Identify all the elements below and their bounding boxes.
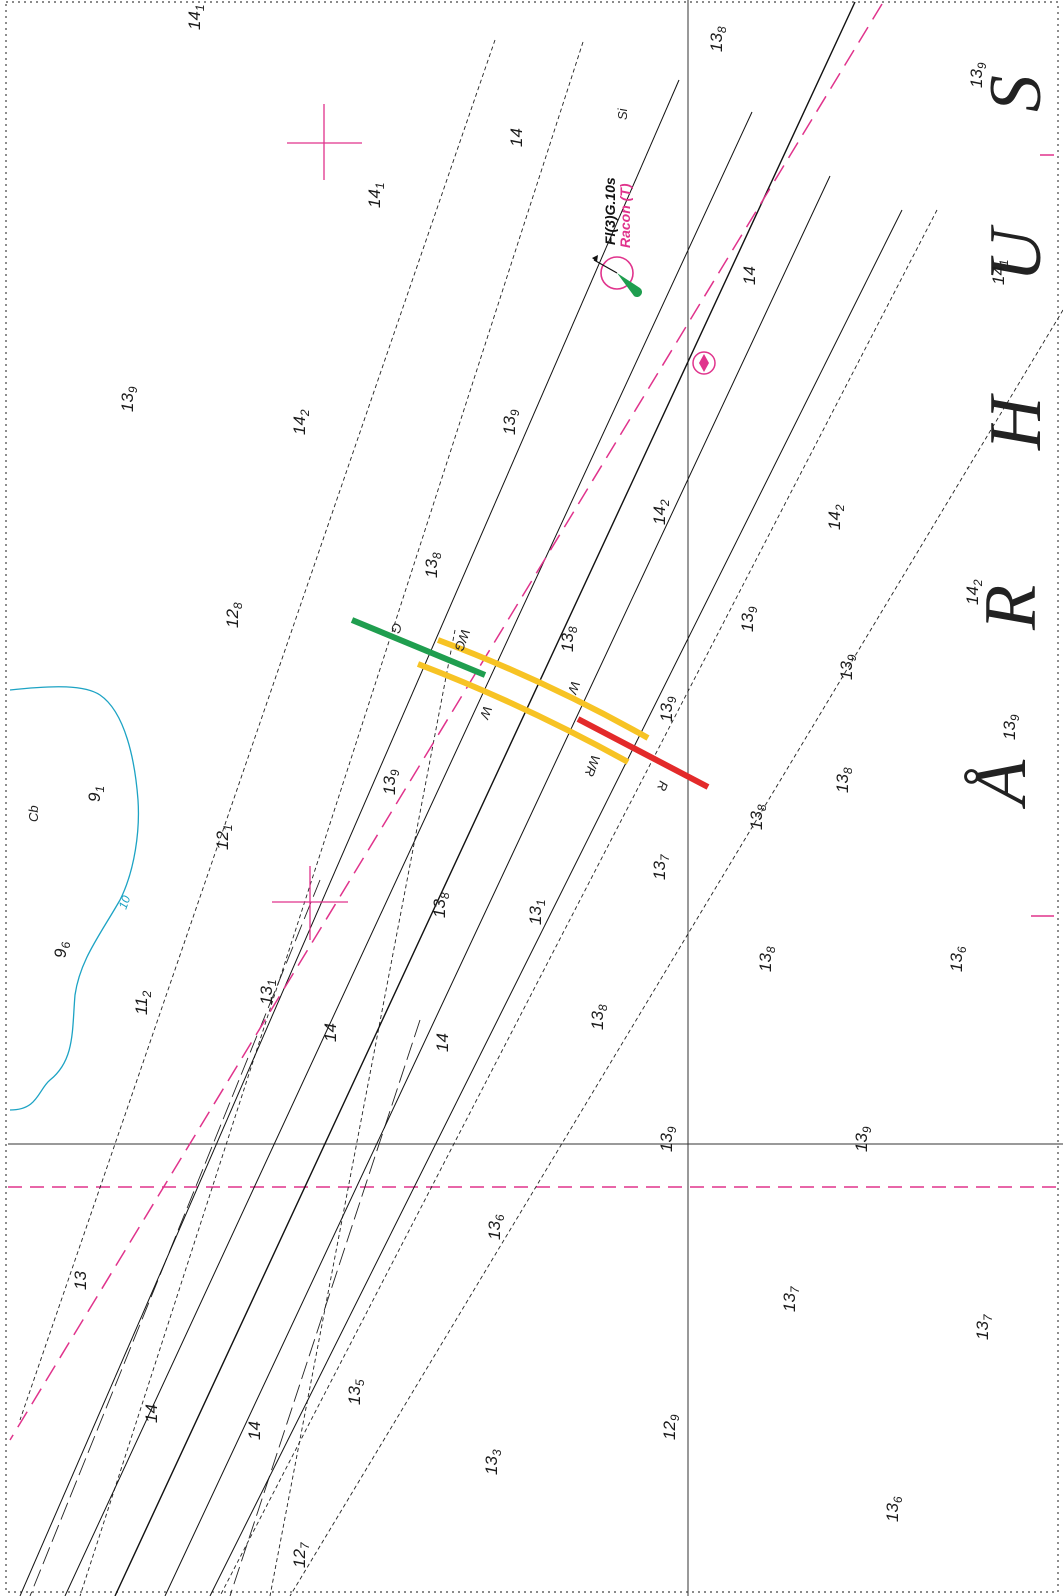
sounding: 141 [185, 4, 207, 30]
solid-contour [64, 111, 753, 1596]
dashed-contour [79, 41, 584, 1596]
sector-label-wr: WR [582, 753, 604, 778]
sounding: 135 [345, 1379, 367, 1405]
long-dash-contour [29, 879, 321, 1596]
magenta-cross-marks [272, 104, 362, 940]
sounding: 142 [963, 579, 985, 605]
sounding: 14 [245, 1421, 264, 1440]
limit-ticks [1031, 154, 1054, 917]
sounding: 137 [780, 1285, 802, 1312]
sounding: 133 [482, 1449, 504, 1475]
sounding: 136 [947, 946, 969, 972]
sounding: 128 [223, 602, 245, 628]
sounding: 139 [852, 1126, 874, 1152]
light-buoy-icon [600, 256, 634, 290]
sounding: 138 [558, 626, 580, 652]
sounding: 138 [588, 1004, 610, 1030]
area-letter: S [975, 75, 1057, 112]
sounding: 139 [1000, 714, 1022, 740]
chart-frame [5, 1, 1059, 1593]
sounding: 139 [657, 1126, 679, 1152]
solid-contour [209, 209, 903, 1596]
contour-label-10: 10 [116, 893, 134, 911]
sounding: 138 [430, 892, 452, 918]
sounding: 138 [422, 552, 444, 578]
seabed-label-cb: Cb [26, 805, 41, 822]
light-sectors [350, 617, 710, 790]
area-letter: Å [960, 759, 1042, 810]
sounding: 138 [747, 804, 769, 830]
light-flare-icon [617, 273, 643, 298]
racon-label: Racon (T) [617, 183, 633, 248]
sounding: 141 [365, 182, 387, 208]
sounding: 141 [989, 259, 1011, 285]
dashed-contour [219, 209, 938, 1596]
solid-contour [19, 79, 680, 1596]
sector-labels: G WG W W WR R [388, 621, 672, 793]
sounding: 139 [118, 386, 140, 412]
light-characteristic: Fl(3)G.10s [602, 177, 618, 245]
dashed-contour [19, 39, 496, 1421]
sounding: 136 [485, 1214, 507, 1240]
sounding: 137 [973, 1313, 995, 1340]
sounding: 138 [707, 26, 729, 52]
soundings: 141 138 139 14 141 139 14 141 142 139 14… [51, 4, 1022, 1568]
sounding: 14 [507, 128, 526, 147]
sector-label-w: W [476, 704, 495, 722]
dashed-contour [289, 309, 1063, 1596]
sounding: 139 [380, 769, 402, 795]
sounding: 112 [132, 990, 154, 1015]
sector-yellow-outer [436, 637, 650, 741]
sounding: 96 [51, 942, 73, 958]
light-buoy: Fl(3)G.10s Racon (T) [592, 177, 643, 298]
sounding: 121 [213, 824, 235, 850]
area-letter: R [970, 585, 1052, 631]
sounding: 142 [825, 504, 847, 530]
sounding: 131 [257, 979, 279, 1005]
dashed-contour [269, 629, 456, 1596]
sounding: 13 [71, 1271, 90, 1290]
sector-label-g: G [388, 621, 406, 636]
area-name-aarhus: Å R H U S [960, 75, 1057, 810]
sounding: 14 [740, 266, 759, 285]
sounding: 91 [85, 786, 107, 802]
sounding: 14 [142, 1404, 161, 1423]
sounding: 138 [833, 767, 855, 793]
sector-red [576, 716, 710, 790]
long-dash-contours [29, 879, 421, 1596]
sector-label-wg: WG [452, 627, 474, 653]
solid-contour [114, 1, 856, 1596]
sounding: 136 [883, 1496, 905, 1522]
sounding: 138 [756, 946, 778, 972]
sounding: 139 [967, 62, 989, 88]
sounding: 129 [660, 1414, 682, 1440]
sounding: 139 [500, 409, 522, 435]
radar-reflector-symbol [692, 351, 716, 375]
seabed-label-si: Si [615, 107, 630, 120]
sounding: 139 [657, 696, 679, 722]
depth-contour-10m [9, 686, 140, 1111]
arrow-head-icon [592, 255, 598, 262]
sector-green [350, 617, 487, 678]
area-letter: H [975, 393, 1057, 451]
sounding: 14 [433, 1033, 452, 1052]
buoy-mast [593, 259, 618, 274]
sector-label-r: R [654, 779, 671, 793]
solid-depth-contours [19, 1, 903, 1596]
sounding: 137 [650, 853, 672, 880]
sounding: 142 [290, 409, 312, 435]
area-letter: U [975, 224, 1057, 282]
sounding: 139 [738, 606, 760, 632]
recommended-track-line [9, 3, 883, 1441]
dashed-depth-contours [19, 39, 1063, 1596]
sounding: 14 [321, 1023, 340, 1042]
sounding: 131 [526, 899, 548, 925]
sector-yellow-inner [416, 661, 630, 765]
sounding: 139 [837, 654, 859, 680]
solid-contour [164, 175, 831, 1596]
sounding: 142 [650, 499, 672, 525]
long-dash-contour [229, 1019, 421, 1596]
sounding: 127 [290, 1541, 312, 1568]
